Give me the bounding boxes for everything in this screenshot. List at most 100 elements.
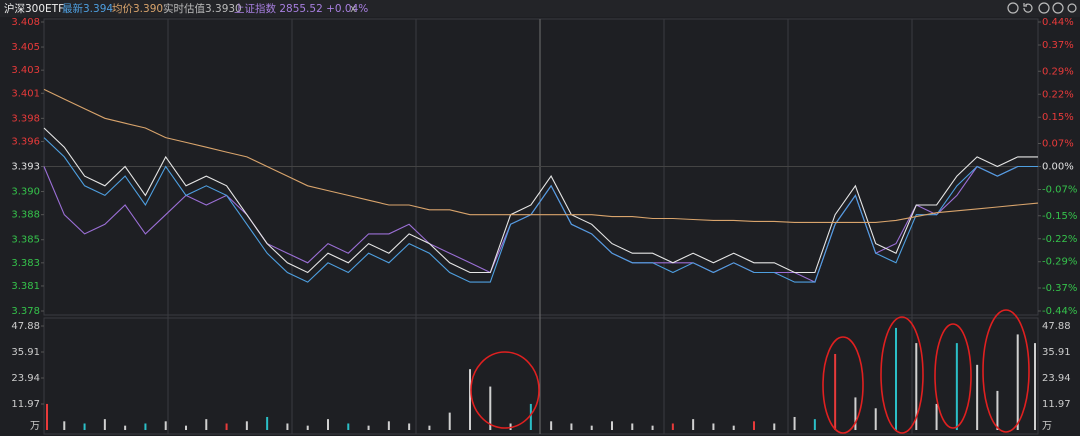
volume-bar — [915, 343, 918, 430]
y2-tick-label: 0.00% — [1042, 162, 1074, 173]
volume-bar — [793, 416, 796, 430]
volume-bar — [367, 425, 370, 430]
volume-tick-label: 35.91 — [1042, 347, 1071, 358]
info-icon[interactable] — [1007, 2, 1019, 14]
volume-bar — [955, 343, 958, 430]
volume-bar — [428, 425, 431, 430]
y2-tick-label: -0.29% — [1042, 257, 1077, 268]
volume-bar — [286, 423, 289, 430]
y-tick-label: 3.403 — [11, 65, 40, 76]
y-tick-label: 3.385 — [11, 235, 40, 246]
average-price: 均价3.390 — [112, 3, 163, 15]
volume-bar — [1034, 343, 1036, 430]
highlight — [934, 323, 972, 429]
y-tick-label: 3.388 — [11, 210, 40, 221]
volume-bar — [773, 423, 776, 430]
y-tick-label: 3.383 — [11, 258, 40, 269]
volume-bar — [408, 423, 411, 430]
volume-bar — [448, 412, 451, 430]
y2-tick-label: 0.07% — [1042, 139, 1074, 150]
volume-bar — [874, 408, 877, 430]
volume-tick-label: 11.97 — [1042, 399, 1071, 410]
volume-bar — [245, 421, 248, 430]
highlight — [470, 351, 540, 429]
volume-bar — [692, 419, 695, 430]
y2-tick-label: 0.37% — [1042, 40, 1074, 51]
zoom-in-icon[interactable] — [1038, 2, 1050, 14]
volume-tick-label: 35.91 — [11, 347, 40, 358]
volume-bar — [144, 423, 147, 430]
price-line — [43, 127, 1038, 274]
y-tick-label: 3.401 — [11, 88, 40, 99]
close-button[interactable]: x — [350, 3, 356, 15]
volume-bar — [570, 423, 573, 430]
y-tick-label: 3.396 — [11, 136, 40, 147]
y2-tick-label: 0.22% — [1042, 89, 1074, 100]
undo-icon[interactable] — [1023, 3, 1033, 13]
volume-unit: 万 — [1042, 421, 1052, 432]
volume-bar — [712, 423, 715, 430]
zoom-out-icon[interactable] — [1052, 2, 1064, 14]
estimate: 实时估值3.3930 — [163, 2, 242, 15]
plot-layer: 3.408 3.405 3.403 3.401 3.398 3.396 3.393 3.390… — [11, 17, 1077, 432]
volume-bar — [185, 425, 187, 430]
y2-tick-label: 0.29% — [1042, 66, 1074, 77]
volume-bar — [46, 403, 48, 430]
fund-name: 沪深300ETF — [4, 2, 64, 15]
y2-tick-label: 0.15% — [1042, 112, 1074, 123]
volume-bar — [590, 425, 593, 430]
volume-bar — [205, 419, 208, 430]
volume-bar — [550, 421, 553, 430]
volume-bar — [1016, 334, 1019, 430]
highlight — [982, 309, 1030, 433]
volume-bar — [854, 397, 857, 430]
y-tick-label: 3.408 — [11, 17, 40, 28]
highlight-circles — [470, 309, 1030, 434]
volume-bar — [225, 423, 228, 430]
volume-bar — [935, 403, 938, 430]
volume-bar — [611, 421, 613, 430]
volume-bar — [347, 423, 350, 430]
y-tick-label: 3.398 — [11, 113, 40, 124]
y2-tick-label: -0.22% — [1042, 234, 1077, 245]
volume-bar — [327, 419, 329, 430]
volume-bar — [732, 425, 735, 430]
highlight — [822, 336, 864, 434]
volume-bar — [489, 386, 492, 430]
volume-bar — [103, 419, 106, 430]
settings-icon[interactable] — [1067, 3, 1077, 13]
volume-bar — [529, 403, 532, 430]
y2-tick-label: 0.44% — [1042, 17, 1074, 28]
volume-bar — [651, 425, 654, 430]
y2-tick-label: -0.15% — [1042, 211, 1077, 222]
volume-bar — [631, 423, 634, 430]
volume-bar — [306, 425, 309, 430]
y-tick-label: 3.393 — [11, 162, 40, 173]
volume-bar — [63, 421, 66, 430]
volume-bar — [996, 390, 999, 430]
volume-bar — [164, 421, 167, 430]
volume-bar — [834, 353, 837, 430]
volume-unit: 万 — [30, 421, 40, 432]
y-tick-label: 3.378 — [11, 306, 40, 317]
volume-bar — [83, 423, 86, 430]
volume-tick-label: 23.94 — [1042, 373, 1071, 384]
volume-bar — [813, 419, 816, 430]
volume-bar — [753, 421, 755, 430]
price-line — [43, 137, 1038, 283]
y-tick-label: 3.390 — [11, 187, 40, 198]
volume-tick-label: 47.88 — [1042, 321, 1071, 332]
header-bar — [0, 0, 1080, 17]
volume-tick-label: 11.97 — [11, 399, 40, 410]
y2-tick-label: -0.07% — [1042, 184, 1077, 195]
latest-price: 最新3.394 — [62, 2, 113, 15]
price-line — [43, 88, 1039, 223]
y2-tick-label: -0.37% — [1042, 283, 1077, 294]
y-tick-label: 3.405 — [11, 42, 40, 53]
y2-tick-label: -0.44% — [1042, 306, 1077, 317]
volume-panel — [43, 317, 1039, 435]
y-tick-label: 3.381 — [11, 281, 40, 292]
volume-bar — [895, 327, 897, 430]
index-info: 上证指数 2855.52 +0.04% — [234, 2, 368, 15]
